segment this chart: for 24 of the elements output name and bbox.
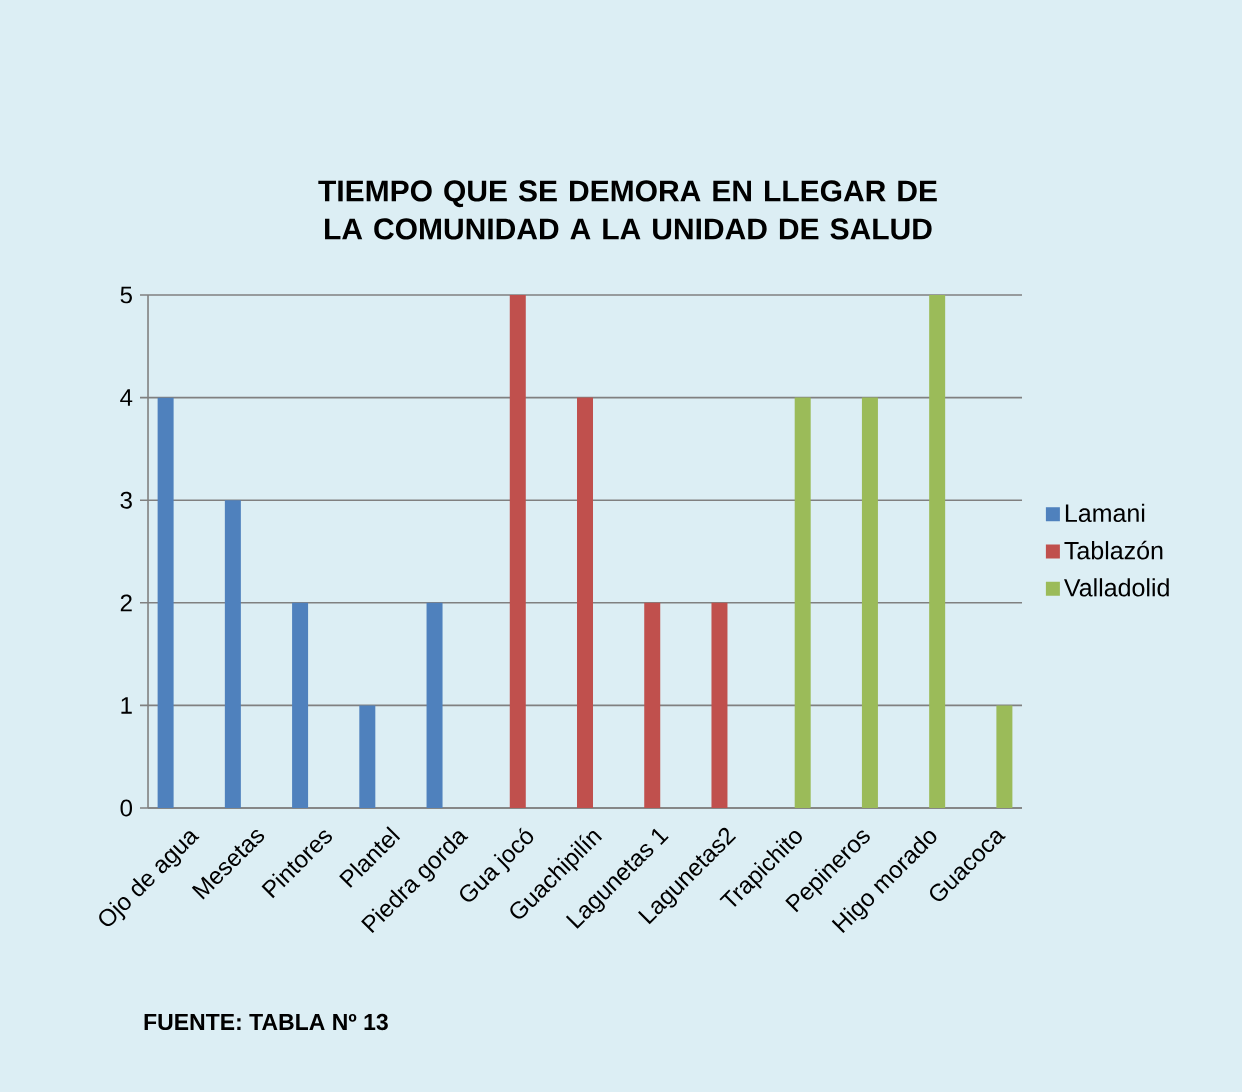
bar bbox=[929, 295, 946, 808]
bar bbox=[794, 397, 811, 808]
y-tick-label: 4 bbox=[120, 389, 133, 406]
bar bbox=[861, 397, 878, 808]
source-note: FUENTE: TABLA Nº 13 bbox=[144, 1013, 388, 1031]
bar bbox=[577, 397, 593, 808]
bar bbox=[644, 602, 661, 808]
bar bbox=[426, 602, 443, 808]
y-tick-label: 2 bbox=[120, 594, 132, 612]
bar bbox=[996, 705, 1013, 808]
chart-title: TIEMPO QUE SE DEMORA EN LLEGAR DE LA COMUNIDAD A LA UNIDAD DE SALUD bbox=[318, 180, 937, 240]
y-tick-label: 0 bbox=[120, 799, 133, 817]
legend-label: Lamani bbox=[1065, 503, 1145, 523]
y-tick-label: 1 bbox=[121, 697, 132, 714]
bar bbox=[292, 602, 309, 808]
legend-label: Tablazón bbox=[1064, 540, 1163, 560]
bar bbox=[711, 602, 728, 808]
bar bbox=[359, 705, 376, 808]
bar bbox=[509, 295, 526, 808]
y-tick-label: 5 bbox=[120, 286, 132, 304]
legend-label: Valladolid bbox=[1064, 578, 1169, 597]
y-tick-label: 3 bbox=[120, 491, 132, 509]
bar bbox=[157, 397, 174, 808]
bar bbox=[224, 500, 241, 808]
